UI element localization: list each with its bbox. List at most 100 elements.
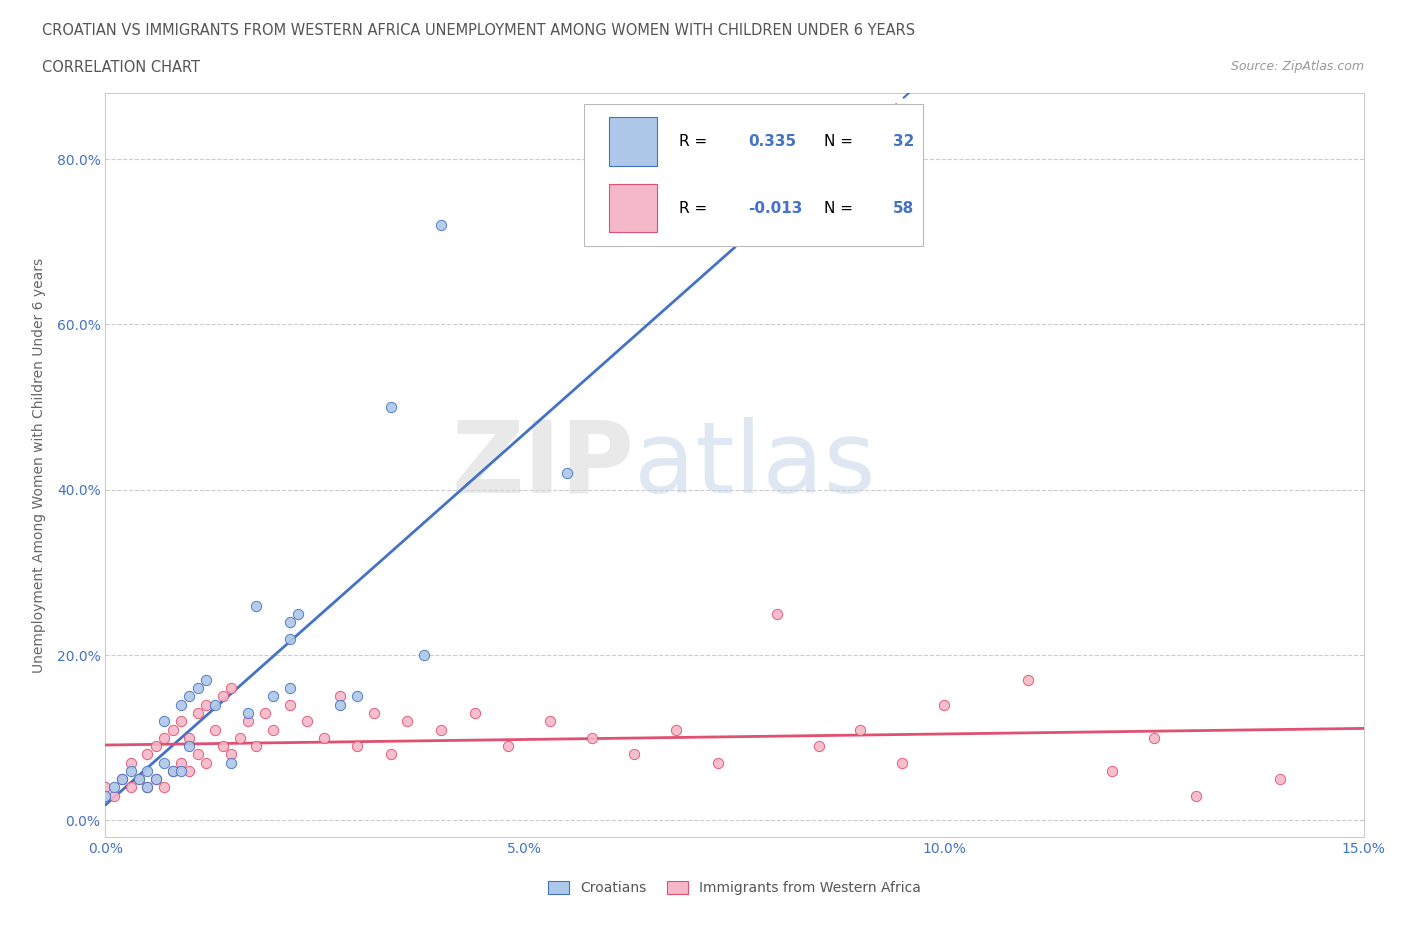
Point	[111, 772, 134, 787]
Text: N =: N =	[824, 201, 858, 216]
Point	[287, 606, 309, 621]
Point	[312, 730, 335, 745]
Point	[707, 755, 730, 770]
Point	[153, 714, 176, 729]
Point	[187, 706, 209, 721]
Point	[380, 400, 402, 415]
Point	[128, 772, 150, 787]
Text: R =: R =	[679, 201, 713, 216]
Point	[111, 772, 134, 787]
Point	[765, 606, 787, 621]
Point	[346, 689, 368, 704]
Point	[1101, 764, 1123, 778]
Point	[413, 647, 436, 662]
Point	[1017, 672, 1039, 687]
Point	[120, 780, 142, 795]
Point	[278, 681, 301, 696]
Point	[295, 714, 318, 729]
Point	[891, 755, 914, 770]
Point	[179, 738, 201, 753]
Point	[236, 706, 259, 721]
Point	[212, 738, 235, 753]
Point	[103, 789, 125, 804]
Point	[187, 681, 209, 696]
Point	[195, 672, 218, 687]
Point	[278, 615, 301, 630]
Point	[665, 722, 688, 737]
Point	[179, 689, 201, 704]
Point	[94, 780, 117, 795]
Point	[195, 698, 218, 712]
Point	[153, 730, 176, 745]
Text: CROATIAN VS IMMIGRANTS FROM WESTERN AFRICA UNEMPLOYMENT AMONG WOMEN WITH CHILDRE: CROATIAN VS IMMIGRANTS FROM WESTERN AFRI…	[42, 23, 915, 38]
Text: CORRELATION CHART: CORRELATION CHART	[42, 60, 200, 75]
Point	[430, 218, 453, 232]
Point	[430, 722, 453, 737]
Point	[245, 598, 267, 613]
Point	[807, 738, 830, 753]
Text: N =: N =	[824, 134, 858, 149]
Point	[1268, 772, 1291, 787]
Point	[136, 780, 159, 795]
Point	[162, 722, 184, 737]
Point	[581, 730, 603, 745]
Point	[94, 789, 117, 804]
Point	[1185, 789, 1208, 804]
Point	[179, 730, 201, 745]
Point	[219, 755, 242, 770]
Point	[170, 698, 193, 712]
Point	[380, 747, 402, 762]
Point	[346, 738, 368, 753]
Point	[145, 772, 167, 787]
FancyBboxPatch shape	[609, 117, 657, 166]
Point	[555, 466, 578, 481]
Text: 58: 58	[893, 201, 914, 216]
Point	[329, 698, 352, 712]
Point	[153, 755, 176, 770]
Point	[363, 706, 385, 721]
Text: atlas: atlas	[634, 417, 876, 513]
Point	[170, 764, 193, 778]
Point	[136, 764, 159, 778]
Point	[136, 780, 159, 795]
Text: 32: 32	[893, 134, 914, 149]
Point	[623, 747, 645, 762]
Point	[496, 738, 519, 753]
Point	[538, 714, 561, 729]
Point	[187, 747, 209, 762]
Point	[145, 772, 167, 787]
Point	[120, 755, 142, 770]
Point	[120, 764, 142, 778]
Point	[236, 714, 259, 729]
Point	[228, 730, 250, 745]
Point	[262, 689, 284, 704]
Point	[219, 681, 242, 696]
Text: ZIP: ZIP	[451, 417, 634, 513]
Point	[162, 764, 184, 778]
Point	[103, 780, 125, 795]
Point	[204, 698, 226, 712]
Point	[849, 722, 872, 737]
Point	[253, 706, 276, 721]
Point	[262, 722, 284, 737]
FancyBboxPatch shape	[583, 104, 924, 246]
Point	[212, 689, 235, 704]
Point	[278, 631, 301, 646]
Point	[162, 764, 184, 778]
Y-axis label: Unemployment Among Women with Children Under 6 years: Unemployment Among Women with Children U…	[31, 258, 45, 672]
Point	[145, 738, 167, 753]
Point	[179, 764, 201, 778]
Text: -0.013: -0.013	[748, 201, 803, 216]
Point	[1143, 730, 1166, 745]
Point	[278, 698, 301, 712]
Point	[170, 755, 193, 770]
Point	[204, 722, 226, 737]
FancyBboxPatch shape	[609, 184, 657, 232]
Text: 0.335: 0.335	[748, 134, 797, 149]
Point	[170, 714, 193, 729]
Point	[329, 689, 352, 704]
Text: R =: R =	[679, 134, 713, 149]
Point	[219, 747, 242, 762]
Legend: Croatians, Immigrants from Western Africa: Croatians, Immigrants from Western Afric…	[543, 876, 927, 901]
Point	[934, 698, 956, 712]
